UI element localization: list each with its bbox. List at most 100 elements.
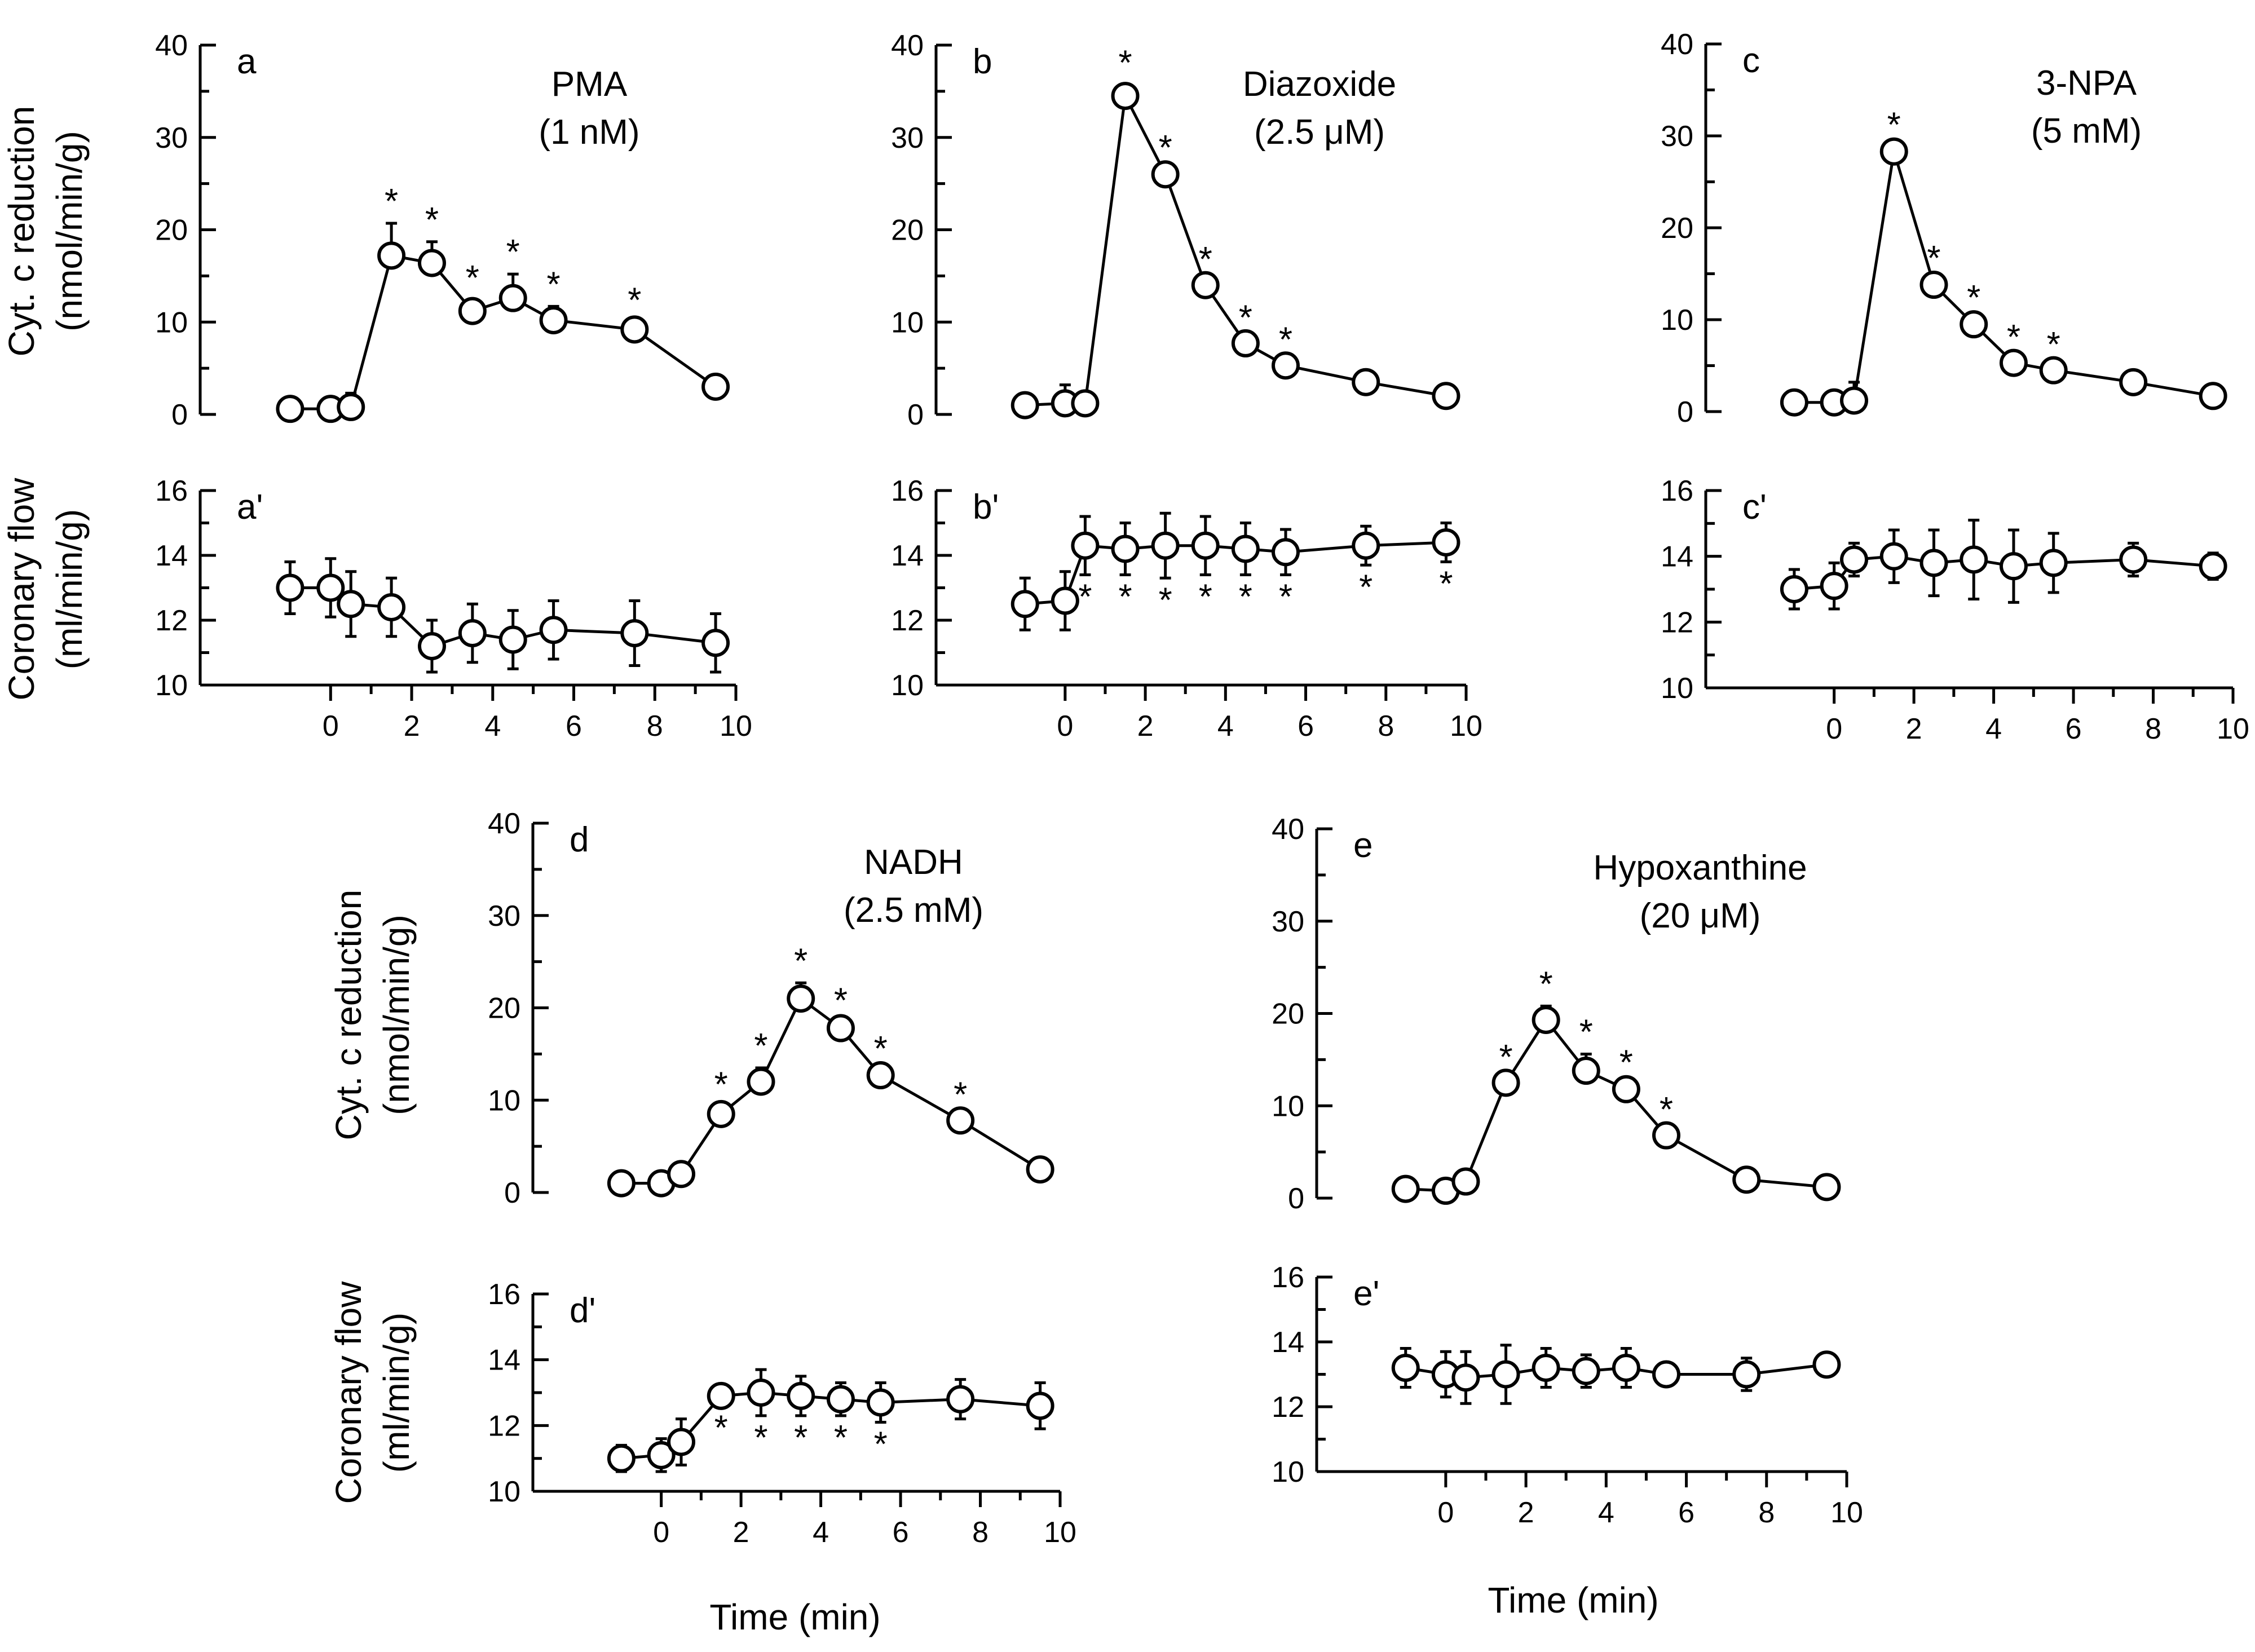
panel-label: b'	[973, 488, 999, 527]
agent-dose: (2.5 μM)	[1254, 113, 1385, 152]
x-tick-label: 10	[720, 710, 752, 743]
significance-star: *	[466, 259, 479, 298]
panel-label: e	[1353, 826, 1373, 865]
data-point	[667, 1160, 696, 1189]
data-point	[1612, 1354, 1640, 1382]
data-point	[1271, 538, 1300, 567]
agent-dose: (1 nM)	[539, 113, 639, 152]
data-point	[337, 590, 365, 619]
panel-label: d'	[570, 1291, 595, 1330]
series-line	[1794, 555, 2213, 591]
data-point	[1820, 572, 1848, 600]
significance-star: *	[1118, 578, 1132, 617]
significance-star: *	[2007, 318, 2020, 357]
xlabel-d: Time (min)	[709, 1597, 880, 1637]
data-point	[1732, 1165, 1761, 1194]
significance-star: *	[714, 1066, 728, 1105]
ylabel-flow-bottom: Coronary flow (ml/min/g)	[328, 1281, 417, 1504]
y-tick-label: 40	[155, 29, 188, 62]
y-tick-label: 16	[1661, 475, 1693, 507]
agent-name: NADH	[864, 843, 963, 882]
y-tick-label: 20	[1661, 212, 1693, 245]
significance-star: *	[1539, 965, 1553, 1004]
x-tick-label: 0	[1437, 1496, 1454, 1529]
data-point	[701, 372, 730, 401]
panel-d_prime: 10 12 14 16 0 2 4 6 8 10 d' * * * * *	[488, 1278, 1076, 1549]
data-point	[2039, 356, 2068, 385]
data-point	[1010, 391, 1039, 419]
x-tick-label: 8	[647, 710, 663, 743]
significance-star: *	[954, 1076, 967, 1115]
y-tick-label: 16	[155, 475, 188, 507]
y-tick-label: 20	[488, 992, 520, 1025]
data-point	[866, 1061, 895, 1090]
data-point	[1391, 1354, 1420, 1382]
data-point	[539, 306, 568, 334]
significance-star: *	[1279, 321, 1292, 360]
x-tick-label: 2	[1906, 713, 1922, 745]
y-tick-label: 0	[504, 1177, 520, 1209]
data-point	[1491, 1068, 1520, 1097]
significance-star: *	[1359, 568, 1373, 607]
y-tick-label: 14	[891, 540, 924, 572]
data-point	[787, 1381, 815, 1410]
data-point	[2199, 552, 2227, 581]
significance-star: *	[1660, 1090, 1673, 1129]
y-tick-label: 10	[891, 669, 924, 702]
ylabel-cyt-bottom-line2: (nmol/min/g)	[376, 915, 417, 1115]
y-tick-label: 10	[891, 306, 924, 339]
x-tick-label: 4	[1985, 713, 2002, 745]
panel-label: a	[237, 42, 257, 81]
data-point	[1652, 1360, 1680, 1389]
y-tick-label: 10	[155, 669, 188, 702]
data-point	[1999, 552, 2028, 581]
significance-star: *	[1579, 1013, 1593, 1052]
panel-e_prime: 10 12 14 16 0 2 4 6 8 10 e'	[1272, 1261, 1863, 1529]
data-point	[1271, 351, 1300, 380]
xlabel-e: Time (min)	[1488, 1580, 1658, 1620]
significance-star: *	[1499, 1038, 1512, 1077]
x-tick-label: 10	[1044, 1516, 1076, 1549]
data-point	[1840, 545, 1869, 574]
data-point	[1432, 528, 1460, 556]
data-point	[701, 629, 730, 657]
panel-label: e'	[1353, 1274, 1379, 1313]
data-point	[826, 1385, 855, 1414]
data-point	[1352, 368, 1380, 396]
data-point	[417, 249, 446, 277]
panel-label: a'	[237, 488, 263, 527]
x-tick-label: 4	[1598, 1496, 1614, 1529]
y-tick-label: 20	[1272, 998, 1304, 1031]
y-tick-label: 16	[1272, 1261, 1304, 1294]
ylabel-flow-top: Coronary flow (ml/min/g)	[1, 478, 90, 701]
data-point	[1432, 382, 1460, 410]
data-point	[1780, 575, 1808, 603]
agent-name: Diazoxide	[1243, 65, 1396, 104]
data-point	[1071, 531, 1100, 560]
panel-label: c	[1742, 41, 1760, 80]
data-point	[276, 573, 305, 602]
y-tick-label: 30	[1661, 120, 1693, 153]
y-tick-label: 12	[891, 604, 924, 637]
series-line	[1405, 1017, 1827, 1192]
y-tick-label: 40	[488, 807, 520, 840]
data-point	[498, 284, 527, 312]
data-point	[1879, 137, 1908, 166]
panel-a_prime: 10 12 14 16 0 2 4 6 8 10 a'	[155, 475, 752, 743]
y-tick-label: 0	[907, 399, 924, 431]
data-point	[539, 616, 568, 644]
data-point	[1111, 82, 1140, 111]
x-tick-label: 8	[2145, 713, 2161, 745]
x-tick-label: 8	[1378, 710, 1394, 743]
x-tick-label: 6	[2066, 713, 2082, 745]
agent-name: PMA	[551, 65, 628, 104]
ylabel-cyt-top-line2: (nmol/min/g)	[49, 131, 90, 332]
data-point	[1231, 329, 1260, 357]
data-point	[1652, 1121, 1680, 1150]
data-point	[826, 1014, 855, 1043]
y-tick-label: 30	[1272, 905, 1304, 938]
significance-star: *	[628, 281, 641, 320]
agent-dose: (20 μM)	[1640, 896, 1761, 935]
significance-star: *	[506, 233, 520, 272]
